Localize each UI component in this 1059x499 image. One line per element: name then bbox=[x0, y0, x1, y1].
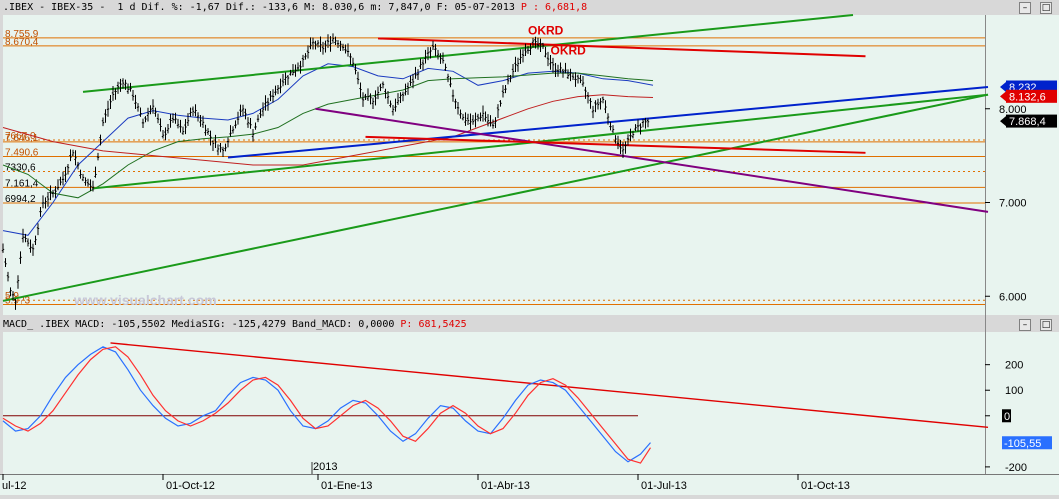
macd-y-tick-label: -200 bbox=[1005, 462, 1027, 474]
green-long-support[interactable] bbox=[2, 93, 989, 302]
macd-minimize-button[interactable]: – bbox=[1019, 319, 1031, 331]
price-axis-area bbox=[985, 15, 1059, 315]
x-tick-label: 01-Abr-13 bbox=[481, 480, 530, 492]
level-label: 7.646,1 bbox=[5, 133, 39, 144]
macd-maximize-button[interactable]: □ bbox=[1040, 319, 1052, 331]
price-header: .IBEX - IBEX-35 - 1 d Dif. %: -1,67 Dif.… bbox=[3, 2, 587, 14]
price-tag bbox=[1006, 114, 1057, 128]
p-label: P : 6,681,8 bbox=[520, 2, 588, 13]
price-tag bbox=[1006, 89, 1057, 103]
level-label: 8.755,9 bbox=[5, 29, 39, 40]
price-chart: 8.755,98.670,4 7667,07.646,1 7.490,6 7330,6… bbox=[1, 14, 1057, 310]
price-maximize-button[interactable]: □ bbox=[1040, 2, 1052, 14]
purple-trendline[interactable] bbox=[315, 107, 989, 213]
red-support[interactable] bbox=[365, 135, 866, 154]
level-label: 7.490,6 bbox=[5, 148, 39, 159]
macd-tag bbox=[1002, 409, 1011, 423]
level-label: 6994,2 bbox=[5, 194, 36, 205]
watermark: www.visualchart.com bbox=[73, 292, 217, 308]
min-label: m: 7,847,0 bbox=[370, 2, 431, 13]
macd-y-tick-label: 100 bbox=[1005, 385, 1023, 397]
macd-tag-label: 0 bbox=[1004, 411, 1010, 423]
x-tick-label: 01-Jul-13 bbox=[641, 480, 687, 492]
y-tick-label: 7.000 bbox=[999, 198, 1027, 210]
time-axis-area bbox=[0, 474, 1059, 495]
dif-pct-label: Dif. %: -1,67 bbox=[141, 2, 220, 13]
x-tick-label: ul-12 bbox=[2, 480, 26, 492]
signal-value-label: MediaSIG: -125,4279 bbox=[171, 319, 286, 330]
price-bars bbox=[1, 33, 650, 310]
series-mediasig bbox=[2, 346, 652, 464]
okrd-annotation: OKRD bbox=[551, 43, 587, 57]
period-label: 1 d bbox=[117, 2, 136, 13]
macd-down-trend[interactable] bbox=[110, 342, 989, 428]
level-label: 5.9 bbox=[5, 291, 19, 302]
price-tag-label: 7.868,4 bbox=[1009, 116, 1046, 128]
price-plot-area bbox=[3, 15, 985, 315]
x-tick-label: 01-Ene-13 bbox=[321, 480, 372, 492]
okrd-annotation: OKRD bbox=[528, 24, 564, 38]
y-tick-label: 6.000 bbox=[999, 291, 1027, 303]
level-label: 5.9?3 bbox=[5, 296, 30, 307]
macd-p-label: P: 681,5425 bbox=[400, 319, 467, 330]
level-label: 7330,6 bbox=[5, 163, 36, 174]
level-label: 7667,0 bbox=[5, 131, 36, 142]
green-channel-upper[interactable] bbox=[82, 14, 854, 93]
macd-y-tick-label: 200 bbox=[1005, 360, 1023, 372]
level-label: 8.670,4 bbox=[5, 37, 39, 48]
max-label: M: 8.030,6 bbox=[304, 2, 365, 13]
red-resistance[interactable] bbox=[377, 37, 866, 58]
y-tick-label: 8.000 bbox=[999, 104, 1027, 116]
macd-tag bbox=[1002, 436, 1052, 450]
x-tick-label: 01-Oct-13 bbox=[801, 480, 850, 492]
x-tick-label: 01-Oct-12 bbox=[166, 480, 215, 492]
price-tag-label: 8.132,6 bbox=[1009, 91, 1046, 103]
ma-blue-line bbox=[2, 63, 654, 236]
date-label: F: 05-07-2013 bbox=[436, 2, 515, 13]
year-marker: 2013 bbox=[313, 461, 337, 473]
price-minimize-button[interactable]: – bbox=[1019, 2, 1031, 14]
macd-plot-area bbox=[3, 332, 985, 474]
macd-value-label: MACD_ .IBEX MACD: -105,5502 bbox=[3, 319, 166, 330]
band-value-label: Band_MACD: 0,0000 bbox=[292, 319, 395, 330]
level-label: 7.161,4 bbox=[5, 178, 39, 189]
dif-label: Dif.: -133,6 bbox=[225, 2, 299, 13]
ma-red-line bbox=[2, 94, 654, 166]
macd-tag-label: -105,55 bbox=[1004, 438, 1041, 450]
macd-header: MACD_ .IBEX MACD: -105,5502 MediaSIG: -1… bbox=[3, 319, 467, 331]
symbol-label: .IBEX - IBEX-35 - bbox=[3, 2, 106, 13]
macd-axis-area bbox=[985, 332, 1059, 474]
time-axis: ul-12 01-Oct-12 01-Ene-13 01-Abr-13 01-Jul-1… bbox=[2, 474, 850, 492]
ma-green-line bbox=[2, 72, 654, 199]
